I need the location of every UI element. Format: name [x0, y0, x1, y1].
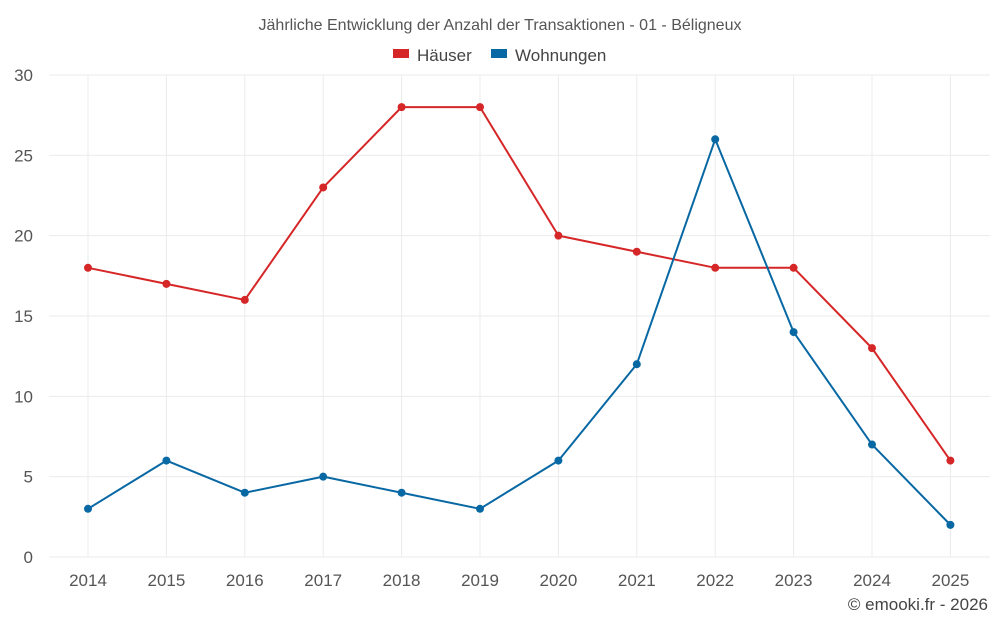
series-line [87, 106, 952, 462]
data-point [554, 231, 563, 240]
data-point [162, 456, 171, 465]
x-tick-label: 2015 [147, 571, 185, 590]
series-line [87, 138, 952, 526]
data-point [162, 279, 171, 288]
x-tick-label: 2014 [69, 571, 107, 590]
series-layer [84, 103, 955, 529]
data-point [789, 328, 798, 337]
x-tick-label: 2023 [775, 571, 813, 590]
data-point [319, 183, 328, 192]
data-point [397, 103, 406, 112]
x-tick-label: 2017 [304, 571, 342, 590]
data-point [554, 456, 563, 465]
y-tick-label: 30 [14, 66, 33, 85]
y-tick-label: 0 [24, 548, 33, 567]
data-point [946, 456, 955, 465]
legend: Häuser Wohnungen [393, 46, 606, 65]
data-point [240, 295, 249, 304]
y-axis-ticks: 0 5 10 15 20 25 30 [14, 66, 33, 567]
data-point [946, 520, 955, 529]
y-tick-label: 5 [24, 468, 33, 487]
data-point [397, 488, 406, 497]
x-tick-label: 2016 [226, 571, 264, 590]
x-tick-label: 2018 [383, 571, 421, 590]
x-tick-label: 2022 [696, 571, 734, 590]
data-point [868, 440, 876, 449]
data-point [711, 135, 720, 144]
series-2 [84, 135, 955, 529]
legend-swatch [393, 49, 409, 58]
data-point [711, 263, 720, 272]
data-point [476, 103, 484, 112]
x-tick-label: 2025 [931, 571, 969, 590]
legend-label: Häuser [417, 46, 472, 65]
chart-title: Jährliche Entwicklung der Anzahl der Tra… [259, 17, 742, 34]
x-tick-label: 2024 [853, 571, 891, 590]
x-axis-ticks: 2014 2015 2016 2017 2018 2019 2020 2021 2022 2023… [69, 571, 969, 590]
grid [49, 74, 990, 558]
y-tick-label: 20 [14, 227, 33, 246]
data-point [476, 504, 484, 513]
legend-label: Wohnungen [515, 46, 606, 65]
data-point [632, 247, 641, 256]
y-tick-label: 25 [14, 146, 33, 165]
x-tick-label: 2019 [461, 571, 499, 590]
data-point [632, 360, 641, 369]
credit-text: © emooki.fr - 2026 [848, 595, 988, 614]
data-point [789, 263, 798, 272]
x-tick-label: 2020 [539, 571, 577, 590]
data-point [240, 488, 249, 497]
data-point [319, 472, 328, 481]
x-tick-label: 2021 [618, 571, 656, 590]
data-point [84, 504, 92, 513]
legend-swatch [491, 49, 507, 58]
y-tick-label: 10 [14, 387, 33, 406]
y-tick-label: 15 [14, 307, 33, 326]
data-point [84, 263, 92, 272]
series-1 [84, 103, 955, 465]
data-point [868, 344, 876, 353]
